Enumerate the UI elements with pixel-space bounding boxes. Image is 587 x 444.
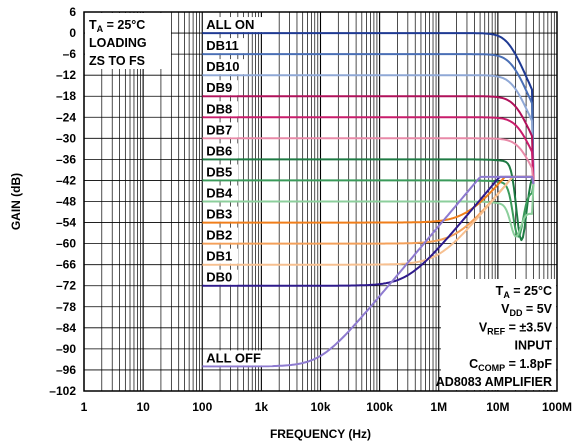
y-tick-label: 0	[69, 26, 76, 40]
series-label: DB1	[206, 249, 232, 264]
series-line	[202, 74, 535, 185]
y-tick-label: –18	[56, 89, 76, 103]
series-labels: ALL ON DB11 DB10 DB9 DB8 DB7 DB6 DB5 DB4 DB3 DB2 DB…	[204, 17, 273, 366]
tick-labels: 6 0 –6 –12 –18 –24 –30 –36 –42 –48 –54 –60 –66 –72 –78…	[49, 5, 572, 414]
x-tick-label: 10	[136, 400, 150, 414]
y-tick-label: –72	[56, 279, 76, 293]
series-label-bg	[204, 164, 239, 180]
series-label: DB0	[206, 270, 232, 285]
series-label-bg	[204, 269, 239, 285]
y-tick-label: –42	[56, 173, 76, 187]
x-tick-label: 100k	[366, 400, 393, 414]
y-tick-label: –30	[56, 131, 76, 145]
series-label-bg	[204, 206, 239, 222]
series-label-bg	[204, 248, 239, 264]
series-line	[202, 116, 535, 185]
series-label: DB11	[206, 38, 239, 53]
x-tick-label: 100M	[542, 400, 572, 414]
series-label-bg	[204, 17, 264, 33]
y-tick-label: 6	[69, 5, 76, 19]
y-tick-label: –12	[56, 68, 76, 82]
y-tick-label: –54	[56, 216, 76, 230]
series-label: DB3	[206, 207, 232, 222]
series-lines	[202, 32, 535, 368]
series-line	[202, 95, 535, 185]
y-tick-label: –96	[56, 363, 76, 377]
annotation-line: ZS TO FS	[89, 54, 145, 68]
series-label: DB8	[206, 101, 232, 116]
annotation-box	[85, 13, 171, 69]
y-tick-label: –84	[56, 321, 76, 335]
x-tick-label: 10k	[310, 400, 330, 414]
x-tick-label: 1k	[255, 400, 269, 414]
series-label: DB10	[206, 59, 239, 74]
series-line	[202, 158, 535, 242]
y-tick-label: –48	[56, 195, 76, 209]
series-line	[202, 175, 535, 287]
y-tick-label: –90	[56, 342, 76, 356]
series-label: DB7	[206, 122, 232, 137]
series-label-bg	[204, 38, 247, 54]
series-line	[202, 175, 535, 368]
series-label-bg	[204, 227, 239, 243]
series-label: DB5	[206, 164, 232, 179]
annotation-line: VREF = ±3.5V	[479, 320, 553, 336]
series-label: ALL ON	[206, 17, 254, 32]
y-tick-label: –60	[56, 237, 76, 251]
annotation-line: TA = 25°C	[89, 18, 145, 34]
series-label: DB6	[206, 143, 232, 158]
series-label-bg	[204, 59, 247, 75]
y-tick-label: –102	[49, 384, 76, 398]
series-label-bg	[204, 185, 239, 201]
series-label-bg	[204, 101, 239, 117]
x-tick-label: 1M	[430, 400, 447, 414]
x-axis-title: FREQUENCY (Hz)	[270, 427, 371, 441]
series-label-bg	[204, 143, 239, 159]
annotation-line: VDD = 5V	[501, 302, 553, 318]
x-tick-label: 100	[192, 400, 212, 414]
x-tick-label: 10M	[486, 400, 509, 414]
series-label: ALL OFF	[206, 350, 261, 365]
series-line	[202, 175, 535, 266]
series-line	[202, 137, 535, 185]
series-line	[202, 175, 535, 224]
series-line	[202, 53, 535, 185]
y-axis-title: GAIN (dB)	[9, 173, 23, 230]
y-tick-label: –6	[63, 47, 77, 61]
annotation-line: AD8083 AMPLIFIER	[436, 375, 552, 389]
series-label: DB2	[206, 228, 232, 243]
series-label-bg	[204, 80, 239, 96]
annotation-box	[441, 279, 556, 390]
annotation-line: LOADING	[89, 36, 147, 50]
y-tick-label: –36	[56, 152, 76, 166]
y-tick-label: –24	[56, 110, 76, 124]
series-label-bg	[204, 122, 239, 138]
series-label: DB4	[206, 186, 233, 201]
series-label: DB9	[206, 80, 232, 95]
y-tick-label: –66	[56, 258, 76, 272]
y-tick-label: –78	[56, 300, 76, 314]
x-tick-label: 1	[81, 400, 88, 414]
annotation-line: CCOMP = 1.8pF	[469, 357, 552, 373]
annotations: TA = 25°C LOADING ZS TO FS TA = 25°C VDD = 5…	[85, 13, 556, 390]
series-line	[202, 32, 535, 185]
annotation-line: TA = 25°C	[496, 284, 552, 300]
plot-frame	[83, 11, 558, 392]
series-label-bg	[204, 350, 273, 366]
series-line	[202, 175, 535, 245]
annotation-line: INPUT	[515, 339, 553, 353]
